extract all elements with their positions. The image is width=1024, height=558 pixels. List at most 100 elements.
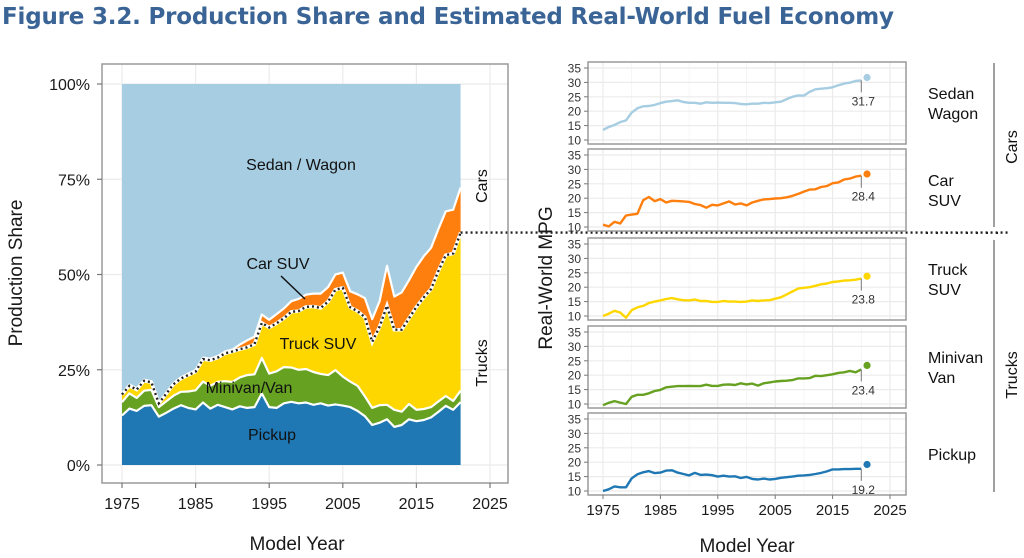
mpg-line-truck-suv <box>602 277 862 319</box>
facet-label-trucks: Trucks <box>474 339 491 386</box>
facet-label-cars: Cars <box>474 169 491 203</box>
value-label: 23.4 <box>852 383 876 397</box>
panel-y-tick-label: 15 <box>568 295 582 309</box>
x-tick-label: 2015 <box>399 496 435 513</box>
x-tick-label: 1995 <box>251 496 287 513</box>
area-truck-suv <box>122 232 461 412</box>
figure-title: Figure 3.2. Production Share and Estimat… <box>2 4 894 30</box>
panel-label: Pickup <box>928 447 976 464</box>
projected-point <box>863 73 871 82</box>
projected-point <box>863 460 871 469</box>
panel-x-tick-label: 2025 <box>873 502 906 519</box>
panel-x-tick-label: 1995 <box>701 502 734 519</box>
panel-frame <box>587 412 907 496</box>
panel-x-tick-label: 1975 <box>586 502 619 519</box>
panel-y-tick-label: 15 <box>568 383 582 397</box>
mpg-line-car-suv <box>602 174 862 228</box>
group-label-trucks: Trucks <box>1004 351 1021 398</box>
panel-y-tick-label: 35 <box>568 149 582 163</box>
area-sedan-wagon <box>122 84 461 403</box>
mpg-x-axis-title: Model Year <box>699 536 795 557</box>
panel-x-tick-label: 1985 <box>644 502 677 519</box>
panel-label: SUV <box>928 193 961 210</box>
projected-point <box>863 272 871 280</box>
panel-y-tick-label: 20 <box>568 192 582 206</box>
panel-y-tick-label: 10 <box>568 398 582 412</box>
panel-y-tick-label: 10 <box>568 134 582 148</box>
panel-y-tick-label: 10 <box>568 221 582 235</box>
panel-y-tick-label: 25 <box>568 354 582 368</box>
mpg-line-minivan-van <box>602 368 862 407</box>
panel-background <box>588 413 906 495</box>
panel-frame <box>587 148 907 232</box>
panel-y-tick-label: 25 <box>568 441 582 455</box>
panel-x-tick-label: 2005 <box>759 502 792 519</box>
boundary-line <box>121 356 462 413</box>
car-truck-divider <box>121 232 462 406</box>
panel-y-tick-label: 35 <box>568 413 582 427</box>
panel-label: Car <box>928 173 954 190</box>
projected-point <box>863 361 871 370</box>
panel-label: Minivan <box>928 350 983 367</box>
y-tick-label: 50% <box>58 268 90 285</box>
panel-y-tick-label: 25 <box>568 177 582 191</box>
x-tick-label: 2005 <box>325 496 361 513</box>
y-axis-title: Production Share <box>6 200 27 347</box>
panel-label: Wagon <box>928 106 978 123</box>
area-car-suv <box>122 187 461 404</box>
y-tick-label: 0% <box>67 458 90 475</box>
y-tick-label: 75% <box>58 172 90 189</box>
y-tick-label: 25% <box>58 363 90 380</box>
panel-y-tick-label: 25 <box>568 266 582 280</box>
value-label: 19.2 <box>852 483 876 497</box>
panel-y-tick-label: 10 <box>568 310 582 324</box>
panel-y-tick-label: 20 <box>568 369 582 383</box>
panel-label: Truck <box>928 262 968 279</box>
boundary-line <box>121 392 462 428</box>
mpg-y-axis-title: Real-World MPG <box>536 206 557 349</box>
label-sedan-wagon: Sedan / Wagon <box>246 157 356 174</box>
mpg-line-pickup <box>602 467 862 493</box>
x-tick-label: 1975 <box>104 496 140 513</box>
panel-y-tick-label: 30 <box>568 163 582 177</box>
plot-frame <box>101 63 509 484</box>
panel-y-tick-label: 20 <box>568 105 582 119</box>
label-minivan-van: Minivan/Van <box>206 380 293 397</box>
panel-y-tick-label: 30 <box>568 76 582 90</box>
panel-y-tick-label: 15 <box>568 470 582 484</box>
panel-y-tick-label: 20 <box>568 456 582 470</box>
label-pickup: Pickup <box>248 427 296 444</box>
value-label: 31.7 <box>852 94 876 108</box>
label-truck-suv: Truck SUV <box>280 336 357 353</box>
panel-y-tick-label: 15 <box>568 119 582 133</box>
panel-background <box>588 149 906 231</box>
panel-label: SUV <box>928 282 961 299</box>
area-pickup <box>122 393 461 465</box>
value-label: 28.4 <box>852 190 876 204</box>
panel-x-tick-label: 2015 <box>816 502 849 519</box>
panel-y-tick-label: 20 <box>568 281 582 295</box>
panel-frame <box>587 61 907 145</box>
panel-background <box>588 62 906 144</box>
label-car-suv: Car SUV <box>246 256 309 273</box>
panel-y-tick-label: 30 <box>568 340 582 354</box>
panel-y-tick-label: 35 <box>568 62 582 76</box>
projected-point <box>863 170 871 178</box>
value-label: 23.8 <box>852 293 876 307</box>
car-suv-leader-line <box>280 275 306 300</box>
panel-frame <box>587 325 907 409</box>
x-tick-label: 2025 <box>472 496 508 513</box>
panel-y-tick-label: 15 <box>568 206 582 220</box>
y-tick-label: 100% <box>49 77 90 94</box>
panel-y-tick-label: 35 <box>568 238 582 252</box>
panel-y-tick-label: 10 <box>568 485 582 499</box>
panel-label: Van <box>928 370 955 387</box>
panel-y-tick-label: 30 <box>568 427 582 441</box>
panel-y-tick-label: 25 <box>568 90 582 104</box>
panel-frame <box>587 237 907 321</box>
area-minivan-van <box>122 357 461 427</box>
panel-y-tick-label: 30 <box>568 252 582 266</box>
x-axis-title: Model Year <box>249 534 345 555</box>
panel-label: Sedan <box>928 86 974 103</box>
